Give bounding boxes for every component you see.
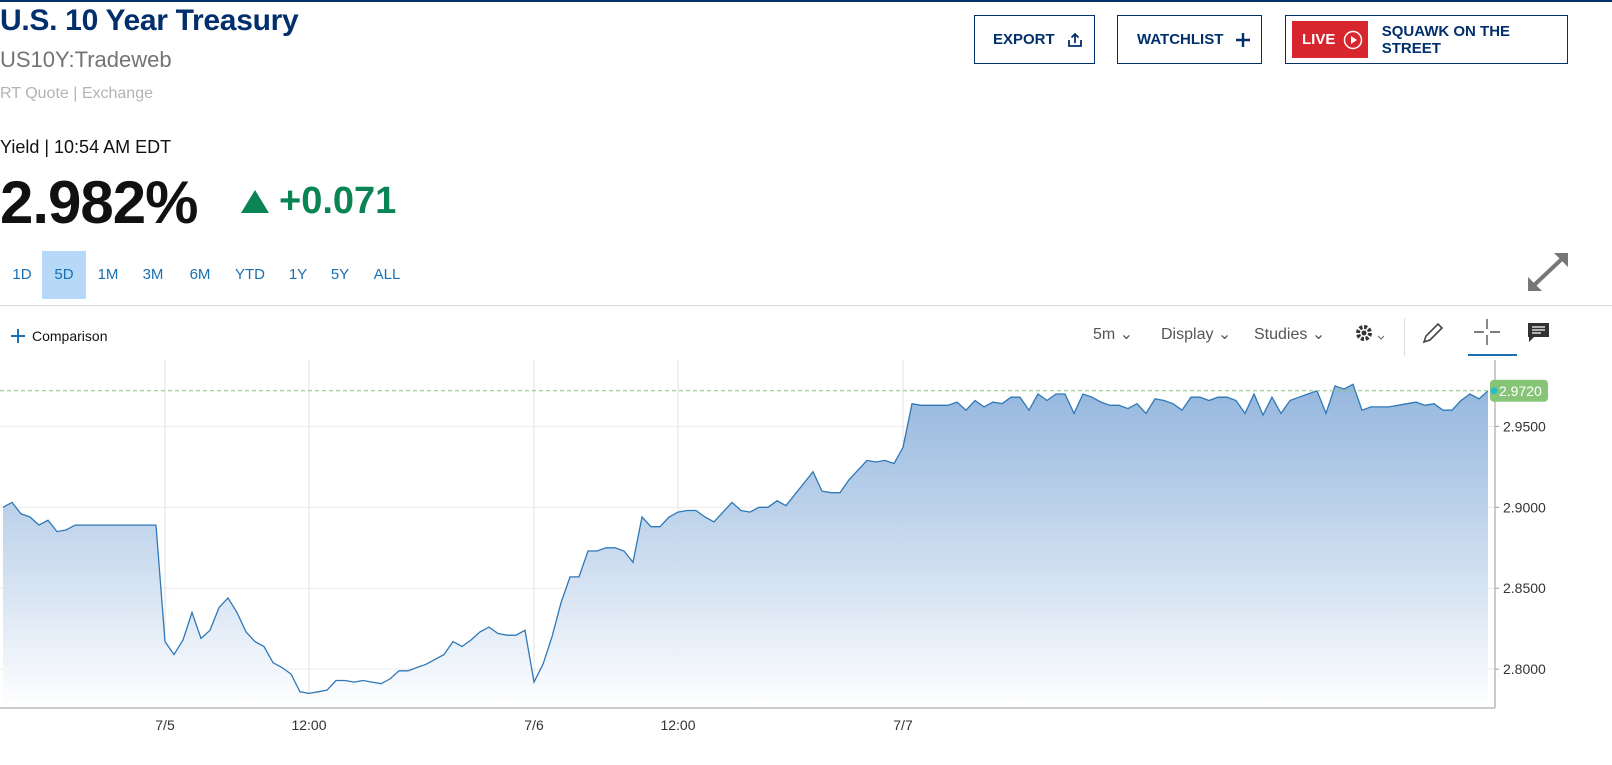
y-tick-label: 2.9000 [1503, 499, 1546, 515]
expand-icon[interactable] [1526, 251, 1570, 293]
y-tick-label: 2.8500 [1503, 580, 1546, 596]
range-tab[interactable]: 1M [97, 266, 119, 283]
range-tab[interactable]: 1Y [288, 266, 308, 283]
interval-menu[interactable]: 5m ⌄ [1093, 326, 1134, 343]
toolbar-separator [1404, 318, 1405, 356]
x-tick-label: 12:00 [660, 717, 695, 733]
y-tick-label: 2.8000 [1503, 661, 1546, 677]
crosshair-icon[interactable] [1474, 319, 1500, 345]
show-label: SQUAWK ON THE STREET [1381, 22, 1511, 57]
price-change: +0.071 [279, 180, 397, 222]
divider [0, 305, 1612, 306]
price: 2.982% [0, 169, 198, 236]
comment-icon[interactable] [1527, 322, 1551, 344]
active-tool-indicator [1468, 354, 1517, 356]
live-badge: LIVE [1292, 21, 1368, 58]
menu-label: Studies [1254, 326, 1308, 343]
watchlist-button[interactable]: WATCHLIST [1117, 15, 1262, 64]
display-menu[interactable]: Display ⌄ [1161, 326, 1232, 343]
quote-label: Yield | 10:54 AM EDT [0, 137, 172, 157]
quote-source: RT Quote | Exchange [0, 85, 153, 102]
range-tab[interactable]: 5D [42, 251, 86, 299]
draw-icon[interactable] [1420, 320, 1448, 346]
plus-icon [11, 329, 25, 343]
range-tab[interactable]: 3M [142, 266, 164, 283]
range-tab[interactable]: 1D [12, 266, 32, 283]
range-tab[interactable]: ALL [373, 266, 401, 283]
menu-label: 5m [1093, 326, 1116, 343]
area-fill [3, 384, 1488, 708]
price-line [2, 383, 1489, 695]
range-tab[interactable]: 5Y [330, 266, 350, 283]
studies-menu[interactable]: Studies ⌄ [1254, 326, 1326, 343]
x-tick-label: 7/6 [524, 717, 544, 733]
x-tick-label: 12:00 [291, 717, 326, 733]
button-label: EXPORT [993, 31, 1055, 48]
x-tick-label: 7/7 [893, 717, 913, 733]
up-arrow [241, 190, 269, 213]
symbol: US10Y:Tradeweb [0, 47, 172, 72]
plus-icon [1236, 32, 1251, 47]
live-label: LIVE [1302, 31, 1336, 48]
export-icon [1067, 32, 1082, 47]
page-title: U.S. 10 Year Treasury [0, 4, 299, 37]
y-tick-label: 2.9500 [1503, 418, 1546, 434]
comparison-label: Comparison [32, 328, 108, 344]
comparison-button[interactable]: Comparison [11, 328, 107, 344]
last-price-label: 2.9720 [1499, 383, 1542, 399]
play-icon [1344, 30, 1363, 49]
range-tab[interactable]: YTD [235, 266, 265, 283]
range-tab[interactable]: 6M [189, 266, 211, 283]
last-price-tag [1490, 379, 1548, 402]
last-point [1490, 387, 1498, 395]
settings-icon[interactable] [1352, 320, 1392, 350]
menu-label: Display [1161, 326, 1214, 343]
button-label: WATCHLIST [1137, 31, 1224, 48]
live-button[interactable]: LIVE SQUAWK ON THE STREET [1285, 15, 1568, 64]
export-button[interactable]: EXPORT [974, 15, 1095, 64]
x-tick-label: 7/5 [155, 717, 175, 733]
